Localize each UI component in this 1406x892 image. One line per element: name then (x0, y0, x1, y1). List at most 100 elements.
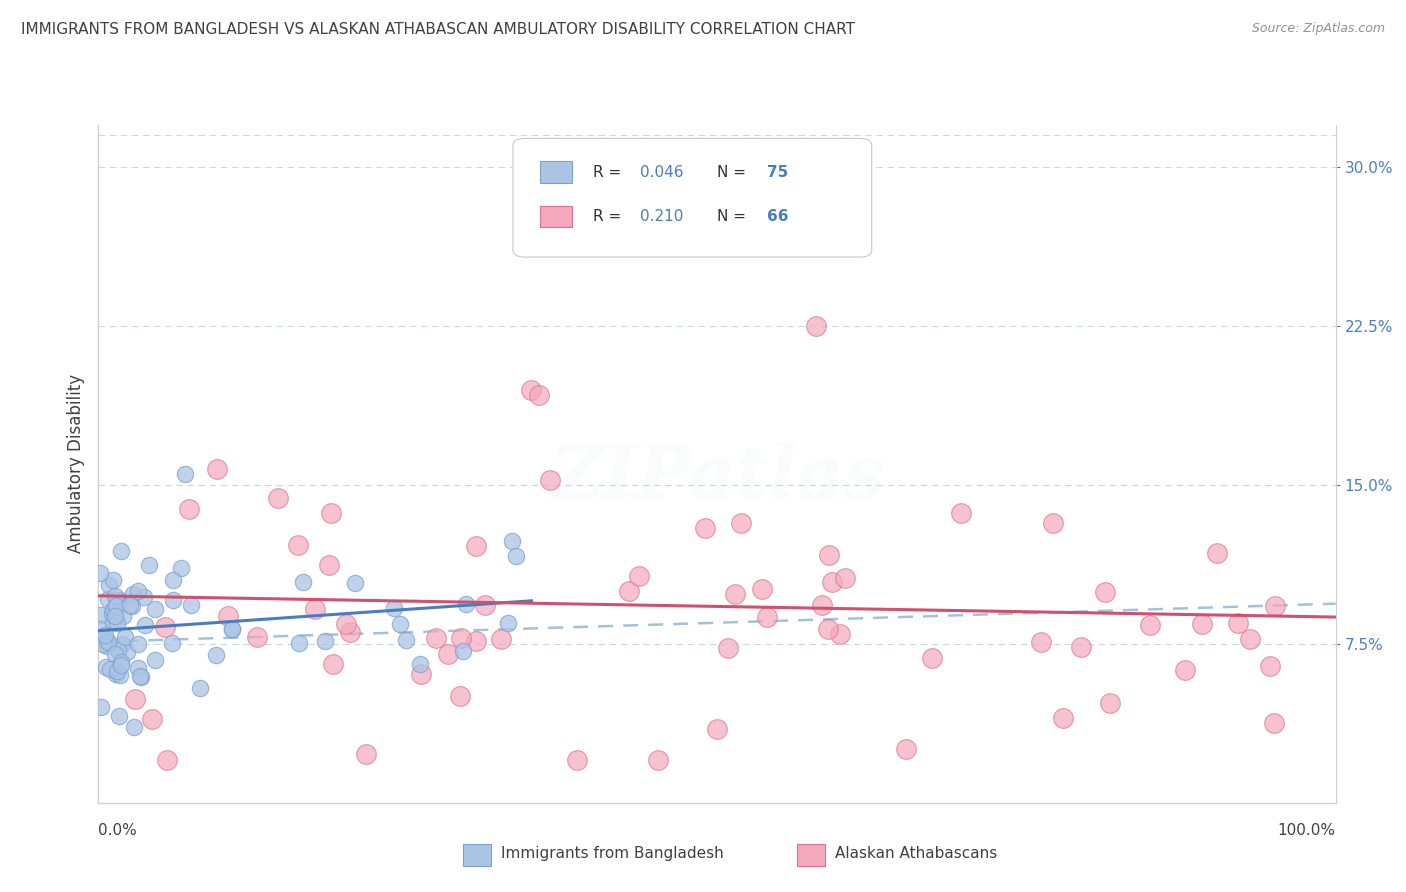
Point (108, 593, 131, 607)
Point (821, 574, 844, 589)
Point (188, 681, 211, 695)
Point (804, 319, 827, 334)
Point (388, 616, 411, 631)
Point (810, 599, 832, 613)
Point (339, 625, 361, 640)
Point (110, 655, 132, 669)
Point (127, 636, 149, 650)
Text: R =: R = (593, 209, 627, 224)
Point (101, 574, 124, 588)
Point (104, 589, 127, 603)
Point (121, 586, 143, 600)
Point (103, 604, 125, 618)
Point (724, 587, 747, 601)
Point (267, 491, 290, 506)
Point (287, 539, 309, 553)
Point (110, 544, 132, 558)
Point (1227, 616, 1250, 631)
Point (143, 653, 166, 667)
Point (318, 558, 340, 572)
Point (894, 742, 917, 756)
Point (751, 582, 773, 596)
Point (1174, 663, 1197, 677)
Point (129, 669, 152, 683)
Point (657, 235, 679, 249)
Point (540, 473, 562, 487)
Text: 0.046: 0.046 (640, 165, 683, 180)
Point (382, 601, 405, 615)
Point (755, 609, 778, 624)
Point (105, 666, 128, 681)
Text: N =: N = (717, 165, 751, 180)
Point (450, 631, 472, 645)
Point (107, 643, 129, 657)
Point (1098, 696, 1121, 710)
Point (1191, 616, 1213, 631)
Point (921, 651, 943, 665)
Point (94, 632, 117, 646)
Point (101, 603, 124, 617)
Point (118, 599, 141, 613)
Point (205, 648, 228, 662)
Point (153, 620, 176, 634)
Point (134, 618, 156, 632)
Text: IMMIGRANTS FROM BANGLADESH VS ALASKAN ATHABASCAN AMBULATORY DISABILITY CORRELATI: IMMIGRANTS FROM BANGLADESH VS ALASKAN AT… (21, 22, 855, 37)
Point (304, 601, 326, 615)
Text: 0.210: 0.210 (640, 209, 683, 224)
Point (465, 633, 488, 648)
Text: Alaskan Athabascans: Alaskan Athabascans (835, 847, 997, 861)
Point (177, 502, 200, 516)
Point (90, 700, 112, 714)
Point (97, 578, 120, 592)
Text: 66: 66 (766, 209, 787, 224)
Point (107, 615, 129, 630)
Point (505, 549, 527, 563)
Point (314, 633, 336, 648)
Point (834, 571, 856, 585)
Point (141, 712, 163, 726)
Point (155, 753, 177, 767)
Point (98, 663, 121, 677)
Point (160, 636, 183, 650)
Point (174, 467, 197, 482)
Point (291, 574, 314, 589)
Point (127, 583, 149, 598)
Point (104, 599, 127, 613)
Point (104, 647, 127, 661)
Point (818, 549, 841, 563)
Point (1052, 711, 1074, 725)
Point (454, 597, 477, 611)
Point (170, 561, 193, 575)
Text: 75: 75 (766, 165, 787, 180)
Point (1139, 618, 1161, 632)
Point (205, 461, 228, 475)
Point (319, 506, 342, 520)
Point (394, 633, 416, 648)
Point (449, 689, 471, 703)
Point (90, 608, 112, 623)
FancyBboxPatch shape (513, 138, 872, 257)
Point (101, 607, 124, 621)
Point (451, 644, 474, 658)
Point (344, 576, 367, 591)
Point (111, 609, 134, 624)
Point (162, 592, 184, 607)
Point (96, 639, 118, 653)
Point (496, 616, 519, 631)
Point (97, 635, 120, 649)
Point (91, 637, 114, 651)
Point (217, 609, 239, 624)
Point (527, 388, 550, 402)
Text: N =: N = (717, 209, 751, 224)
Point (1258, 658, 1281, 673)
Point (730, 516, 752, 530)
Point (288, 636, 311, 650)
Point (101, 615, 124, 629)
Point (107, 596, 129, 610)
Point (647, 753, 669, 767)
Point (132, 590, 155, 604)
Point (465, 540, 488, 554)
FancyBboxPatch shape (464, 844, 491, 866)
Point (221, 622, 243, 636)
Point (693, 521, 716, 535)
